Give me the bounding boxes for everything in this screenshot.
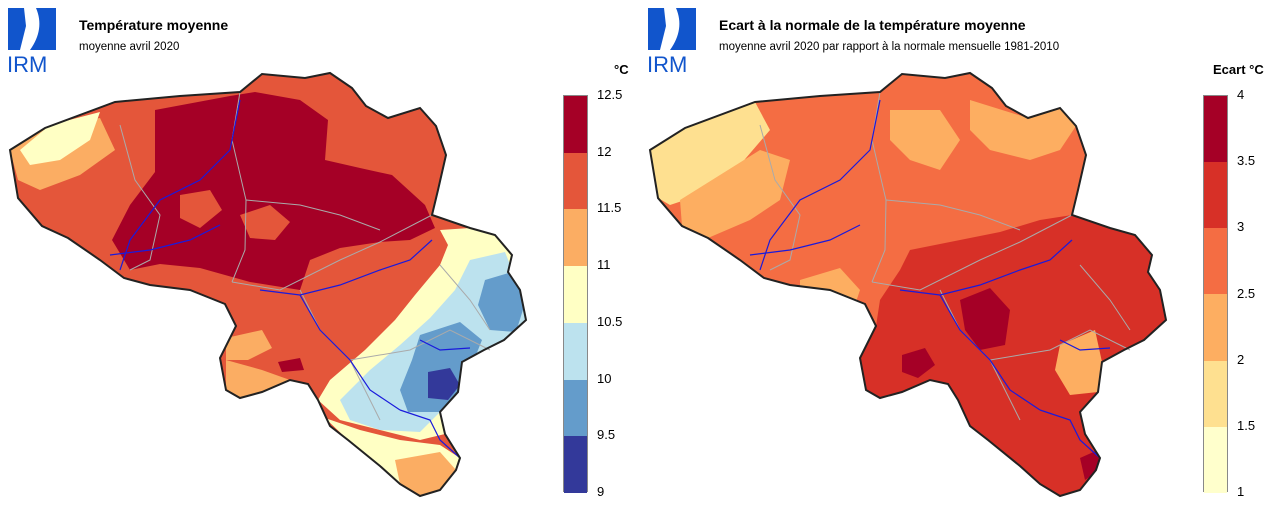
temperature-zones [10,73,526,496]
legend-tick-label: 1.5 [1237,417,1256,433]
map-subtitle: moyenne avril 2020 [79,41,180,53]
color-legend [1203,95,1228,493]
legend-tick-label: 1 [1237,484,1245,499]
zone-2-2-5-east [1055,330,1102,395]
rivers [109,99,471,459]
legend-tick-label: 2 [1237,351,1245,367]
legend-swatch [1204,162,1227,229]
legend-swatch [564,209,587,267]
legend-swatch [564,436,587,493]
legend-swatch [1204,96,1227,163]
temperature-panel: IRM Température moyenne moyenne avril 20… [6,6,629,499]
zone-9-9-5 [428,368,460,400]
legend-unit: Ecart °C [1213,62,1264,77]
zone-12-12-5 [112,92,435,290]
country-border [648,71,1168,498]
legend-swatch [564,96,587,153]
color-legend [563,95,588,493]
legend-tick-label: 11.5 [597,200,622,216]
belgium-temperature-map [8,71,528,498]
legend-tick-label: 12 [597,143,612,159]
legend-swatch [1204,294,1227,361]
zone-11-11-5-south [395,452,456,496]
zone-11-5-12-inner [180,190,222,228]
map-title: Température moyenne [79,17,229,33]
legend-tick-label: 3.5 [1237,153,1256,169]
legend-swatch [564,266,587,323]
legend-swatch [564,152,587,210]
irm-logo-icon: IRM [647,8,696,77]
zone-3-3-5 [860,215,1166,496]
anomaly-zones [650,73,1166,496]
anomaly-panel: IRM Ecart à la normale de la température… [640,0,1280,507]
zone-10-5-11-coast [20,112,100,165]
zone-9-5-10 [478,272,526,332]
legend-swatch [564,379,587,437]
zone-2-2-5 [890,110,960,170]
zone-2-2-5 [970,100,1076,160]
legend-tick-label: 10.5 [597,313,623,329]
map-title: Ecart à la normale de la température moy… [719,17,1026,33]
zone-11-5-12-inner [240,205,290,240]
legend-tick-label: 9 [597,484,605,499]
legend-swatch [564,322,587,380]
irm-logo: IRM [6,6,58,77]
irm-logo-icon: IRM [7,8,56,77]
zone-3-5-4 [960,288,1010,350]
legend-tick-label: 11 [597,257,611,273]
rivers [749,99,1111,459]
zone-11-11-5 [226,330,272,360]
legend-unit: °C [614,62,629,77]
zone-1-5-2 [650,102,770,205]
zone-11-11-5 [226,360,290,398]
zone-12-12-5-small [278,358,304,372]
legend-swatch [1204,228,1227,295]
legend-tick-label: 4 [1237,87,1245,102]
irm-logo-text: IRM [647,52,687,74]
irm-logo: IRM [646,6,698,77]
zone-3-5-4 [902,348,935,378]
legend-tick-label: 10 [597,370,612,386]
legend-tick-label: 2.5 [1237,285,1256,301]
country-border [8,71,528,498]
legend-tick-label: 9.5 [597,427,616,443]
irm-logo-text: IRM [7,52,47,74]
legend-tick-label: 3 [1237,219,1245,235]
legend-swatch [1204,426,1227,493]
zone-2-2-5 [680,150,790,238]
map-subtitle: moyenne avril 2020 par rapport à la norm… [719,41,1060,53]
legend-swatch [1204,360,1227,427]
belgium-anomaly-map [648,71,1168,498]
legend-tick-label: 12.5 [597,87,623,102]
